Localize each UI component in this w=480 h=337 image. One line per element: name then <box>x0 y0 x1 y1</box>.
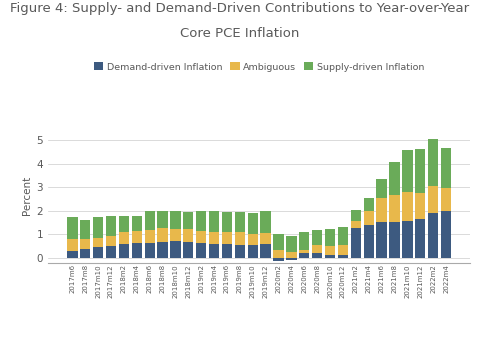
Bar <box>209 244 219 258</box>
Bar <box>132 216 142 231</box>
Bar <box>351 210 361 221</box>
Bar <box>132 243 142 258</box>
Bar <box>312 253 323 258</box>
Bar <box>144 230 155 243</box>
Bar <box>248 234 258 245</box>
Bar <box>119 244 129 258</box>
Bar <box>157 211 168 228</box>
Bar <box>441 148 451 188</box>
Bar <box>338 227 348 245</box>
Bar <box>222 244 232 258</box>
Bar <box>363 198 374 211</box>
Bar <box>80 239 90 249</box>
Bar <box>93 217 103 238</box>
Bar <box>389 222 400 258</box>
Bar <box>183 242 193 258</box>
Bar <box>389 195 400 222</box>
Y-axis label: Percent: Percent <box>23 176 32 215</box>
Bar <box>209 211 219 232</box>
Bar <box>441 188 451 211</box>
Bar <box>119 216 129 232</box>
Legend: Demand-driven Inflation, Ambiguous, Supply-driven Inflation: Demand-driven Inflation, Ambiguous, Supp… <box>90 59 428 75</box>
Bar <box>351 221 361 228</box>
Bar <box>248 213 258 234</box>
Bar <box>338 245 348 254</box>
Bar <box>363 211 374 225</box>
Bar <box>299 253 310 258</box>
Bar <box>428 140 438 186</box>
Bar <box>93 247 103 258</box>
Bar <box>286 258 297 261</box>
Bar <box>286 251 297 258</box>
Bar <box>183 212 193 229</box>
Bar <box>376 179 387 198</box>
Bar <box>261 211 271 233</box>
Text: Core PCE Inflation: Core PCE Inflation <box>180 27 300 40</box>
Bar <box>106 236 116 246</box>
Bar <box>80 249 90 258</box>
Bar <box>106 216 116 236</box>
Bar <box>144 211 155 230</box>
Bar <box>170 241 180 258</box>
Bar <box>363 225 374 258</box>
Bar <box>274 258 284 261</box>
Bar <box>261 233 271 244</box>
Bar <box>325 246 335 254</box>
Bar <box>106 246 116 258</box>
Bar <box>428 213 438 258</box>
Bar <box>415 193 425 219</box>
Bar <box>80 220 90 239</box>
Bar <box>312 245 323 253</box>
Bar <box>67 239 77 251</box>
Bar <box>402 192 412 221</box>
Bar <box>248 245 258 258</box>
Bar <box>338 254 348 258</box>
Bar <box>196 231 206 243</box>
Bar <box>157 242 168 258</box>
Bar <box>235 212 245 232</box>
Bar <box>209 232 219 244</box>
Bar <box>428 186 438 213</box>
Bar <box>402 221 412 258</box>
Text: Figure 4: Supply- and Demand-Driven Contributions to Year-over-Year: Figure 4: Supply- and Demand-Driven Cont… <box>11 2 469 15</box>
Bar <box>402 150 412 192</box>
Bar <box>183 229 193 242</box>
Bar <box>235 232 245 245</box>
Bar <box>299 250 310 253</box>
Bar <box>286 236 297 251</box>
Bar <box>157 228 168 242</box>
Bar <box>261 244 271 258</box>
Bar <box>274 234 284 250</box>
Bar <box>170 228 180 241</box>
Bar <box>144 243 155 258</box>
Bar <box>235 245 245 258</box>
Bar <box>299 232 310 250</box>
Bar <box>389 162 400 195</box>
Bar <box>67 217 77 239</box>
Bar <box>222 232 232 244</box>
Bar <box>196 243 206 258</box>
Bar <box>170 211 180 228</box>
Bar <box>67 251 77 258</box>
Bar <box>222 212 232 232</box>
Bar <box>274 250 284 258</box>
Bar <box>415 149 425 193</box>
Bar <box>376 198 387 222</box>
Bar <box>119 232 129 244</box>
Bar <box>441 211 451 258</box>
Bar <box>376 222 387 258</box>
Bar <box>325 254 335 258</box>
Bar <box>312 230 323 245</box>
Bar <box>351 228 361 258</box>
Bar <box>93 238 103 247</box>
Bar <box>325 228 335 246</box>
Bar <box>132 231 142 243</box>
Bar <box>196 211 206 231</box>
Bar <box>415 219 425 258</box>
